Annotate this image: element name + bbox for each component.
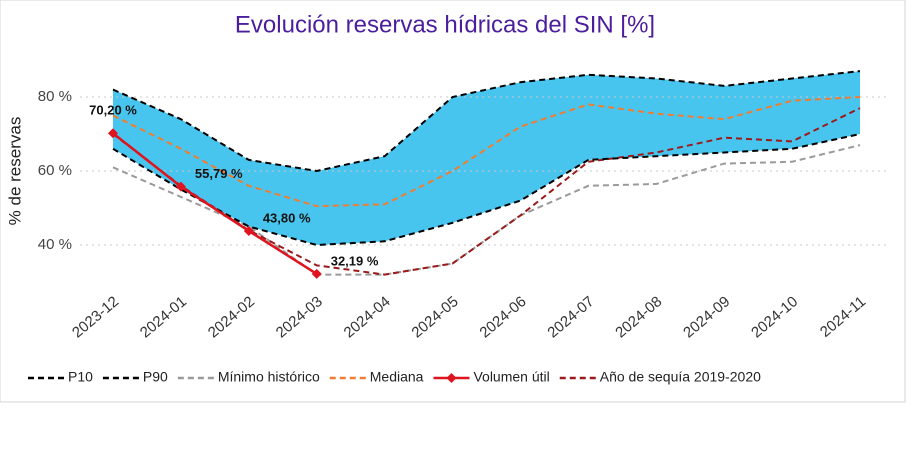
point [175, 181, 186, 192]
y-tick-label: 40 % [38, 236, 72, 253]
legend-label: Año de sequía 2019-2020 [600, 369, 761, 385]
value-label: 32,19 % [331, 253, 379, 268]
legend-label: P90 [143, 369, 168, 385]
y-axis-label: % de reservas [5, 117, 24, 226]
legend-label: Volumen útil [473, 369, 549, 385]
line-3 [112, 96, 861, 208]
point [243, 225, 254, 236]
line-2 [112, 144, 861, 276]
y-tick-label: 60 % [38, 162, 72, 179]
line-4 [112, 132, 318, 275]
chart-title: Evolución reservas hídricas del SIN [%] [235, 11, 655, 38]
value-label: 43,80 % [263, 210, 311, 225]
point [311, 268, 322, 279]
legend-marker [446, 373, 457, 383]
y-tick-label: 80 % [38, 88, 72, 105]
legend-label: Mediana [370, 369, 424, 385]
point [108, 128, 118, 139]
legend-label: Mínimo histórico [218, 369, 320, 385]
legend-label: P10 [68, 369, 93, 385]
line-0 [112, 133, 861, 247]
value-label: 70,20 % [89, 103, 137, 118]
value-label: 55,79 % [195, 166, 243, 181]
line-1 [112, 70, 861, 173]
